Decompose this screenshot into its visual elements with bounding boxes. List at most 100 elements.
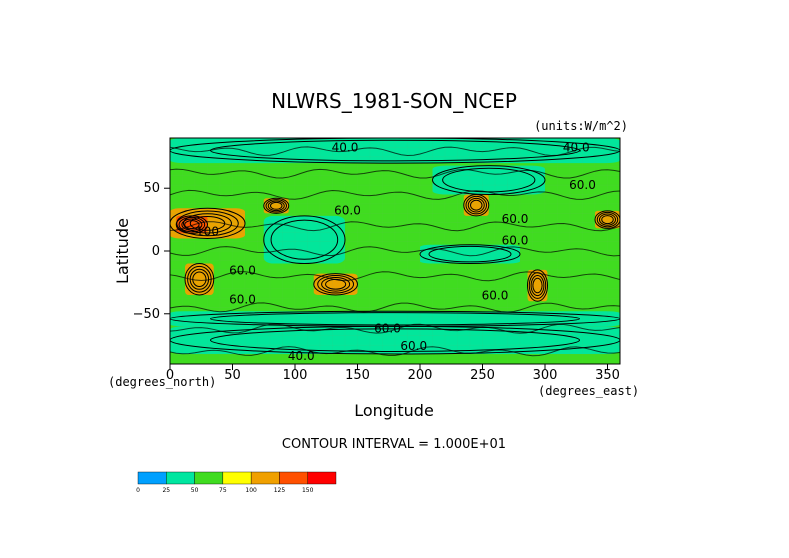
contour-interval-caption: CONTOUR INTERVAL = 1.000E+01 — [282, 437, 506, 452]
legend-tick-label: 0 — [136, 487, 140, 494]
y-tick-label: −50 — [133, 307, 160, 322]
y-axis-ticks: 50 0 −50 — [133, 181, 170, 322]
legend-swatch — [250, 471, 280, 485]
contour-line — [184, 263, 215, 296]
y-tick-label: 50 — [143, 181, 160, 196]
heatmap-region-north-polar-band — [170, 138, 620, 164]
x-axis-title: Longitude — [354, 401, 434, 420]
contour-line — [527, 269, 548, 302]
heatmap-region-indian-ocean-cool — [263, 215, 345, 264]
colorbar-legend: 0 25 50 75 100 125 150 — [136, 471, 337, 494]
heatmap-region-south-ocean-band — [170, 311, 620, 327]
contour-line — [601, 215, 614, 225]
contour-line — [432, 165, 546, 195]
contour-line — [169, 271, 621, 282]
contour-line — [169, 168, 621, 179]
x-tick-label: 250 — [470, 368, 495, 383]
contour-label: 40.0 — [563, 141, 590, 155]
legend-tick-label: 125 — [274, 487, 286, 494]
legend-tick-label: 50 — [191, 487, 199, 494]
contour-line — [178, 216, 206, 233]
contour-line — [169, 323, 621, 334]
contour-line — [169, 246, 621, 257]
x-tick-label: 300 — [533, 368, 558, 383]
y-tick-label: 0 — [152, 244, 160, 259]
contour-line — [175, 215, 208, 234]
contour-line — [169, 146, 621, 157]
contour-line — [530, 274, 545, 297]
heatmap-region-sahara-core — [176, 215, 208, 234]
contour-label: 60.0 — [502, 233, 529, 247]
contour-label: 60.0 — [229, 264, 256, 278]
contour-line — [267, 200, 285, 212]
x-tick-label: 200 — [408, 368, 433, 383]
x-tick-label: 150 — [345, 368, 370, 383]
legend-tick-label: 75 — [219, 487, 227, 494]
heatmap-region-central-pacific-cool — [420, 244, 520, 264]
contour-label: 60.0 — [482, 289, 509, 303]
contour-label: 60.0 — [229, 292, 256, 306]
heatmap-plot-area — [170, 138, 620, 364]
x-tick-label: 100 — [283, 368, 308, 383]
contour-label: 60.0 — [334, 203, 361, 217]
legend-tick-label: 100 — [245, 487, 257, 494]
contour-line — [263, 215, 346, 265]
contour-line — [419, 244, 521, 265]
legend-swatch — [194, 471, 224, 485]
y-axis-title: Latitude — [113, 218, 132, 284]
units-label: (units:W/m^2) — [534, 119, 628, 133]
contour-line — [317, 275, 355, 294]
contour-line — [181, 218, 203, 231]
contour-line — [463, 194, 490, 217]
heatmap-region-andes-warm — [527, 269, 548, 302]
contour-line — [596, 211, 619, 228]
contour-line — [263, 197, 290, 214]
contour-line — [599, 213, 616, 226]
legend-swatch — [137, 471, 167, 485]
contour-line — [467, 197, 485, 213]
x-tick-label: 0 — [166, 368, 174, 383]
contour-line — [270, 219, 339, 260]
heatmap-region-africa-south-warm — [185, 263, 214, 295]
x-unit-label: (degrees_east) — [538, 384, 639, 398]
x-tick-label: 50 — [224, 368, 241, 383]
contour-labels-layer: 40.0 40.0 60.0 60.0 60.0 100 60.0 60.0 60.0 60.0 6… — [196, 141, 596, 363]
legend-tick-label: 25 — [162, 487, 170, 494]
contour-label: 60.0 — [502, 212, 529, 226]
heatmap-region-tibet-warm — [263, 198, 289, 214]
contour-line — [470, 199, 483, 211]
legend-tick-label: 150 — [302, 487, 314, 494]
contour-line — [183, 213, 232, 234]
contour-line — [169, 302, 621, 313]
heatmap-region-australia-warm — [313, 273, 358, 295]
contour-line — [184, 220, 200, 230]
legend-swatch — [307, 471, 337, 485]
contour-label: 40.0 — [332, 141, 359, 155]
y-unit-label: (degrees_north) — [108, 375, 216, 389]
x-tick-label: 350 — [595, 368, 620, 383]
contour-line — [532, 277, 543, 294]
contour-line — [465, 195, 487, 215]
contour-line — [169, 221, 621, 232]
contour-line — [265, 199, 287, 213]
chart-title: NLWRS_1981-SON_NCEP — [271, 89, 517, 113]
contour-line — [169, 346, 621, 357]
legend-swatch — [279, 471, 308, 485]
heatmap-region-western-us-warm — [463, 194, 489, 216]
contour-line — [428, 245, 512, 263]
heatmap-region-mexico-warm — [595, 210, 620, 229]
contour-label: 60.0 — [569, 178, 596, 192]
contour-line — [210, 328, 580, 352]
contour-line — [313, 273, 358, 296]
contour-line — [210, 312, 580, 326]
contour-label: 60.0 — [400, 339, 427, 353]
contour-label: 40.0 — [288, 349, 315, 363]
contour-line — [270, 201, 283, 210]
contour-line — [169, 189, 621, 200]
contour-line — [321, 276, 351, 292]
heatmap-region-north-america-east-band — [432, 165, 545, 195]
legend-swatch — [166, 471, 195, 485]
contour-label: 100 — [196, 225, 219, 239]
legend-swatch — [222, 471, 252, 485]
